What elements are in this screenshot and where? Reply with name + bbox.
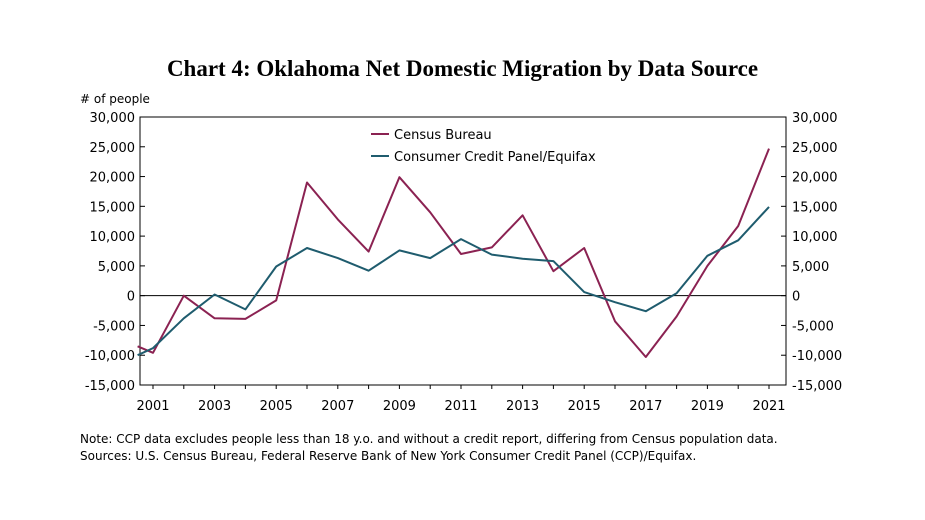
x-tick-label: 2021 bbox=[752, 399, 785, 414]
y-tick-label-right: 20,000 bbox=[792, 171, 838, 186]
x-tick-label: 2015 bbox=[568, 399, 601, 414]
y-tick-label-right: -15,000 bbox=[792, 379, 842, 394]
x-tick-label: 2001 bbox=[136, 399, 169, 414]
y-tick-label-left: 10,000 bbox=[90, 230, 136, 245]
y-tick-label-right: 0 bbox=[792, 290, 800, 305]
x-tick-label: 2009 bbox=[383, 399, 416, 414]
y-tick-label-right: 5,000 bbox=[792, 260, 829, 275]
y-tick-label-left: -15,000 bbox=[85, 379, 135, 394]
y-tick-label-left: -5,000 bbox=[93, 319, 135, 334]
x-tick-label: 2019 bbox=[691, 399, 724, 414]
y-tick-label-right: -5,000 bbox=[792, 319, 834, 334]
series-line-2 bbox=[137, 206, 770, 357]
y-tick-label-right: 25,000 bbox=[792, 141, 838, 156]
note-text: Note: CCP data excludes people less than… bbox=[80, 432, 778, 446]
series-lines bbox=[137, 148, 770, 358]
y-tick-label-left: -10,000 bbox=[85, 349, 135, 364]
chart-notes: Note: CCP data excludes people less than… bbox=[80, 431, 778, 465]
y-tick-label-left: 25,000 bbox=[90, 141, 136, 156]
x-tick-label: 2005 bbox=[260, 399, 293, 414]
y-axis-left: 30,000 25,000 20,000 15,000 10,000 5,000 0 -5,0… bbox=[85, 111, 145, 394]
y-tick-label-right: 10,000 bbox=[792, 230, 838, 245]
y-axis-unit-label: # of people bbox=[80, 92, 150, 106]
y-tick-label-right: 30,000 bbox=[792, 111, 838, 126]
y-tick-label-right: -10,000 bbox=[792, 349, 842, 364]
y-tick-label-left: 5,000 bbox=[98, 260, 135, 275]
x-tick-label: 2011 bbox=[444, 399, 477, 414]
x-tick-label: 2003 bbox=[198, 399, 231, 414]
series-line-1 bbox=[137, 148, 770, 358]
y-axis-right: 30,000 25,000 20,000 15,000 10,000 5,000 0 -5,0… bbox=[781, 111, 842, 394]
plot-border bbox=[139, 116, 787, 386]
plot-frame bbox=[139, 116, 787, 386]
legend-label-2: Consumer Credit Panel/Equifax bbox=[394, 150, 596, 165]
chart-title: Chart 4: Oklahoma Net Domestic Migration… bbox=[166, 56, 759, 81]
x-tick-label: 2017 bbox=[629, 399, 662, 414]
y-tick-label-left: 30,000 bbox=[90, 111, 136, 126]
y-tick-label-left: 20,000 bbox=[90, 171, 136, 186]
y-tick-label-left: 0 bbox=[127, 290, 135, 305]
legend: Census Bureau Consumer Credit Panel/Equif… bbox=[371, 128, 596, 165]
x-axis: 2001 2003 2005 2007 2009 2011 2013 2015 2017 2019… bbox=[136, 385, 786, 414]
y-tick-label-right: 15,000 bbox=[792, 200, 838, 215]
legend-label-1: Census Bureau bbox=[394, 128, 492, 143]
x-tick-label: 2007 bbox=[321, 399, 354, 414]
sources-text: Sources: U.S. Census Bureau, Federal Res… bbox=[80, 449, 697, 463]
y-tick-label-left: 15,000 bbox=[90, 200, 136, 215]
x-tick-label: 2013 bbox=[506, 399, 539, 414]
